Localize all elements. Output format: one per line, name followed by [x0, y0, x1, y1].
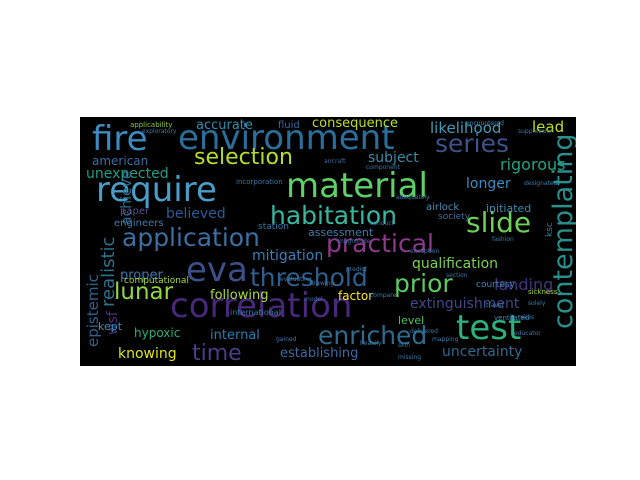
- cloud-word: evaluating: [280, 276, 312, 283]
- cloud-word: solely: [528, 300, 546, 307]
- cloud-word: designated: [524, 180, 558, 187]
- cloud-word: educator: [514, 330, 541, 337]
- cloud-word: proper: [120, 268, 163, 283]
- cloud-word: landing: [494, 275, 554, 294]
- cloud-word: heavily: [360, 340, 382, 347]
- cloud-word: establishing: [280, 346, 359, 361]
- cloud-word: likelihood: [430, 119, 502, 137]
- cloud-word: mitigation: [252, 248, 324, 264]
- cloud-word: gained: [276, 336, 297, 343]
- cloud-word: engineers: [114, 218, 164, 229]
- cloud-word: qualification: [412, 256, 499, 272]
- cloud-word: correlation: [170, 286, 353, 326]
- cloud-word: uncertainty: [442, 344, 523, 360]
- cloud-word: compare: [370, 292, 397, 299]
- cloud-word: magnitude: [338, 238, 371, 245]
- cloud-word: practical: [326, 229, 434, 258]
- cloud-word: test: [456, 308, 522, 348]
- cloud-word: realistic: [98, 236, 119, 307]
- cloud-word: kept: [98, 320, 123, 333]
- cloud-word: courtesy: [476, 280, 515, 290]
- cloud-word: relies: [518, 314, 535, 321]
- cloud-word: enriched: [318, 321, 428, 350]
- cloud-word: sickness: [528, 288, 558, 296]
- cloud-word: travel: [486, 302, 504, 309]
- cloud-word: level: [398, 314, 425, 327]
- cloud-word: predict: [346, 266, 367, 273]
- cloud-word: slide: [466, 206, 532, 239]
- cloud-word: fashion: [492, 236, 514, 243]
- cloud-word: mapping: [432, 336, 459, 343]
- cloud-word: eva: [186, 250, 248, 290]
- cloud-word: fire: [92, 119, 148, 159]
- cloud-word: material: [286, 166, 428, 206]
- cloud-word: drawing: [310, 280, 335, 287]
- cloud-word: encountered: [466, 120, 504, 127]
- cloud-word: hypoxic: [134, 326, 181, 340]
- cloud-word: knowing: [118, 346, 177, 362]
- cloud-word: station: [258, 222, 289, 232]
- cloud-word: require: [96, 170, 217, 210]
- cloud-word: fluid: [278, 120, 300, 131]
- cloud-word: selection: [194, 145, 293, 170]
- cloud-word: lead: [532, 118, 565, 136]
- cloud-word: suppression: [518, 128, 554, 135]
- cloud-word: epistemic: [84, 274, 102, 347]
- cloud-word: conduct: [370, 220, 395, 227]
- cloud-word: internal: [210, 328, 260, 343]
- cloud-word: longer: [466, 176, 511, 192]
- cloud-word: application: [122, 223, 260, 252]
- cloud-word: society: [438, 212, 471, 222]
- cloud-word: airlock: [426, 202, 460, 213]
- cloud-word: missing: [398, 354, 422, 361]
- cloud-word: following: [210, 288, 269, 303]
- cloud-word: aircraft: [324, 158, 346, 165]
- cloud-word: extinguishment: [410, 296, 520, 312]
- cloud-word: initiated: [486, 202, 532, 215]
- cloud-word: environment: [178, 118, 395, 158]
- cloud-word: american: [92, 154, 149, 168]
- cloud-word: subject: [368, 150, 419, 166]
- cloud-word: rigorous: [500, 155, 566, 174]
- cloud-word: component: [366, 164, 400, 171]
- cloud-word: lunar: [114, 279, 174, 305]
- cloud-word: accurate: [196, 118, 253, 133]
- cloud-word: ksc: [545, 222, 555, 237]
- cloud-word: skin: [398, 342, 411, 349]
- cloud-word: series: [435, 129, 510, 158]
- cloud-word: unexpected: [86, 166, 169, 182]
- cloud-word: incorporation: [236, 178, 283, 186]
- cloud-word: time: [192, 341, 242, 366]
- cloud-word: model: [304, 296, 323, 303]
- cloud-word: computational: [124, 276, 189, 286]
- cloud-word: paper: [120, 206, 150, 217]
- cloud-word: exploratory: [142, 128, 177, 135]
- word-cloud-panel: fire environment require material correlatio…: [80, 117, 576, 366]
- cloud-word: section: [446, 272, 468, 279]
- cloud-word: threshold: [250, 263, 368, 292]
- cloud-word: assessment: [308, 226, 374, 239]
- cloud-word: believed: [166, 206, 226, 222]
- cloud-word: factor: [338, 289, 374, 303]
- cloud-word: consequence: [312, 117, 398, 131]
- cloud-word: applicability: [130, 121, 173, 129]
- cloud-word: prior: [394, 269, 453, 298]
- cloud-word: ventilated: [494, 314, 530, 322]
- cloud-word: exception: [410, 248, 440, 255]
- cloud-word: international: [230, 308, 281, 317]
- cloud-word: adequately: [396, 194, 430, 201]
- cloud-word: habitation: [270, 201, 397, 230]
- cloud-word: delivered: [410, 328, 438, 335]
